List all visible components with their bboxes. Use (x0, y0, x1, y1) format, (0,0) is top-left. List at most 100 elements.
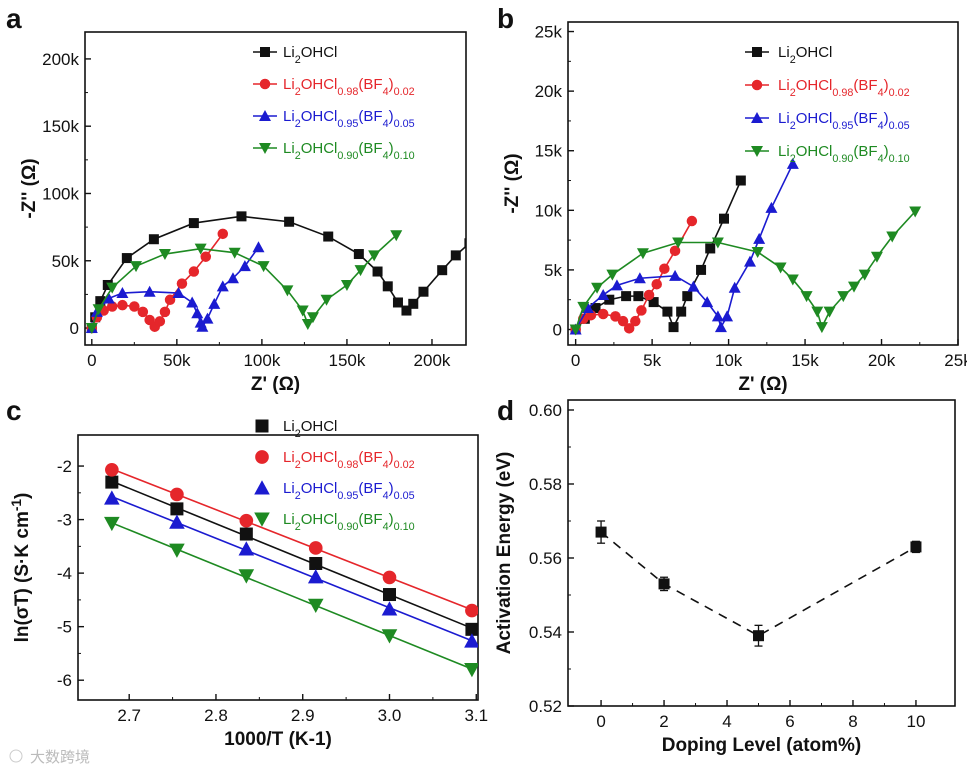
panel-label-c: c (6, 395, 22, 426)
data-point (392, 297, 403, 308)
legend-marker (260, 47, 270, 57)
legend-marker (751, 146, 763, 157)
x-axis-label: 1000/T (K-1) (224, 729, 332, 750)
data-point (130, 261, 143, 273)
y-tick-label: 0 (70, 319, 79, 338)
y-tick-label: 150k (42, 117, 79, 136)
data-point (340, 279, 353, 291)
data-point (643, 289, 655, 301)
fit-line (111, 522, 473, 670)
y-tick-label: 200k (42, 50, 79, 69)
data-point (159, 306, 171, 318)
data-point (186, 296, 199, 308)
data-point (390, 230, 403, 242)
data-point (188, 218, 199, 229)
series-line (91, 246, 260, 329)
x-tick-label: 6 (785, 712, 794, 731)
legend-marker (255, 450, 269, 464)
series-green (569, 206, 922, 336)
y-tick-label: 0.58 (529, 475, 562, 494)
plot-area (569, 157, 922, 336)
data-point (137, 306, 149, 318)
data-point (590, 303, 601, 314)
data-point (301, 319, 314, 331)
y-tick-label: -6 (57, 671, 72, 690)
data-point (464, 238, 466, 249)
data-point (105, 462, 119, 477)
data-point (815, 322, 828, 334)
x-axis-label: Z' (Ω) (738, 374, 787, 395)
data-point (786, 157, 799, 169)
legend-label: Li2OHCl (283, 418, 337, 440)
plot-frame (567, 399, 956, 707)
data-point (450, 250, 461, 261)
data-point (368, 250, 381, 262)
data-point (823, 306, 836, 318)
data-point (92, 304, 105, 316)
y-tick-label: 50k (52, 252, 80, 271)
data-point (591, 282, 604, 294)
y-tick-label: 20k (535, 82, 563, 101)
data-point (465, 603, 478, 618)
data-point (382, 588, 396, 602)
data-point (382, 281, 393, 292)
data-point (309, 556, 323, 570)
data-point (870, 251, 883, 263)
data-point (381, 601, 398, 616)
y-axis-label: -Z'' (Ω) (502, 153, 523, 213)
data-point (307, 598, 324, 614)
data-point (682, 291, 693, 302)
data-point (668, 322, 679, 333)
data-point (105, 475, 119, 489)
series-green (104, 516, 478, 678)
legend-label: Li2OHCl0.90(BF4)0.10 (283, 140, 415, 162)
legend-marker (255, 419, 269, 433)
x-tick-label: 20k (868, 351, 896, 370)
data-point (143, 285, 156, 297)
data-point (158, 249, 171, 261)
y-axis-label: -Z'' (Ω) (19, 158, 40, 218)
data-point (381, 629, 398, 644)
legend-label: Li2OHCl0.95(BF4)0.05 (778, 110, 910, 132)
legend-marker (259, 110, 271, 121)
legend-marker (254, 480, 270, 495)
data-point (735, 175, 746, 186)
data-point (307, 569, 324, 584)
data-point (811, 306, 824, 318)
watermark: 大数跨境 (30, 748, 90, 766)
data-point (464, 662, 478, 678)
data-point (662, 306, 673, 317)
panel-b-nyquist-zoom: 0 5k 10k 15k 20k 25k 0 5k 10k 15k 20k 25k Z' (Ω) -Z''… (502, 21, 967, 395)
data-point (910, 541, 922, 553)
data-point (577, 301, 590, 313)
x-tick-label: 50k (163, 351, 191, 370)
data-point (148, 234, 159, 245)
data-point (711, 237, 724, 249)
panel-label-d: d (497, 395, 514, 426)
data-point (296, 305, 309, 317)
y-tick-label: 0.52 (529, 697, 562, 716)
data-point (636, 248, 649, 260)
y-tick-label: 0 (553, 321, 562, 340)
data-point (95, 296, 106, 307)
data-point (606, 269, 619, 281)
legend-label: Li2OHCl (283, 44, 337, 66)
plot-frame (567, 21, 959, 346)
data-point (633, 291, 644, 302)
data-point (686, 215, 698, 227)
x-tick-label: 2.9 (291, 706, 315, 725)
data-point (382, 570, 397, 585)
series-black (595, 520, 922, 647)
y-tick-label: 5k (544, 261, 562, 280)
data-point (306, 312, 319, 324)
panel-a-nyquist: 0 50k 100k 150k 200k 0 50k 100k 150k 200k Z' (Ω) -Z… (19, 31, 467, 395)
data-point (774, 262, 787, 274)
data-point (154, 316, 166, 327)
data-point (696, 264, 707, 275)
data-point (658, 578, 670, 590)
legend-label: Li2OHCl0.98(BF4)0.02 (283, 449, 415, 471)
x-tick-label: 10 (906, 712, 925, 731)
series-blue (85, 241, 265, 334)
data-point (239, 527, 253, 541)
panel-d-activation-energy: 0 2 4 6 8 10 0.52 0.54 0.56 0.58 0.60 Doping Level … (494, 399, 956, 756)
